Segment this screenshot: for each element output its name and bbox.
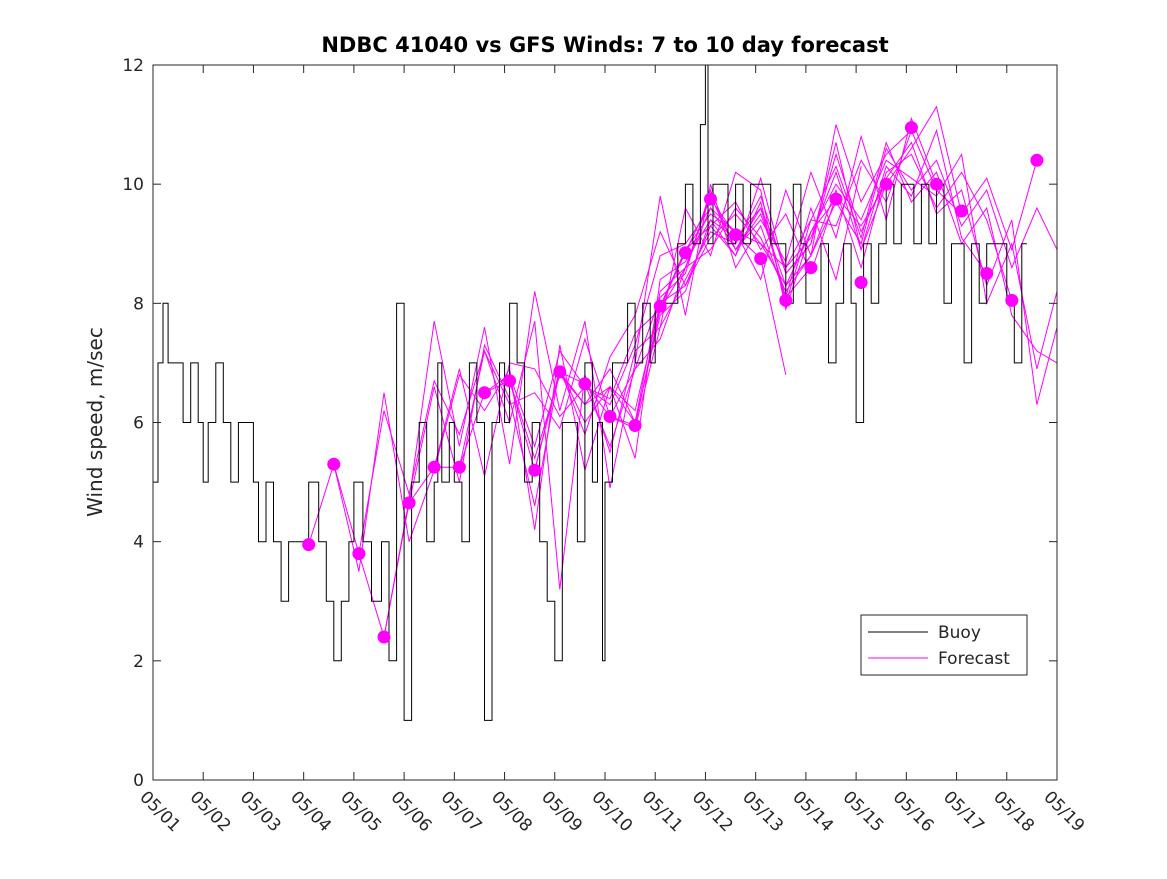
legend-box [860,614,1028,676]
forecast-marker [503,374,517,388]
forecast-series-layer [308,105,1058,638]
y-tick-label: 12 [122,56,144,76]
forecast-marker [352,547,366,561]
forecast-marker [452,460,466,474]
forecast-marker [754,252,768,266]
forecast-marker [729,228,743,242]
y-tick-label: 0 [133,771,144,791]
y-tick-label: 6 [133,414,144,434]
forecast-marker [528,463,542,477]
forecast-marker [653,299,667,313]
y-axis-ticks: 0 2 4 6 8 10 12 [122,56,1057,791]
forecast-marker [779,293,793,307]
legend: Buoy Forecast [860,614,1028,676]
forecast-marker [427,460,441,474]
forecast-marker [678,246,692,260]
forecast-marker [578,377,592,391]
forecast-marker [955,204,969,218]
forecast-marker [402,496,416,510]
y-tick-label: 4 [133,533,144,553]
buoy-series-layer [153,64,1027,721]
legend-buoy-label: Buoy [938,623,981,643]
y-axis-label: Wind speed, m/sec [83,327,107,517]
forecast-marker [377,630,391,644]
forecast-marker [829,192,843,206]
forecast-marker [854,276,868,289]
forecast-run-line-8 [484,105,963,449]
chart-title: NDBC 41040 vs GFS Winds: 7 to 10 day for… [321,33,888,57]
forecast-marker [980,267,994,280]
forecast-marker [327,457,341,471]
forecast-marker [553,365,567,379]
forecast-marker [302,538,316,552]
forecast-marker [1005,293,1019,307]
forecast-marker [879,177,893,191]
forecast-marker [704,192,717,206]
forecast-marker [478,386,491,400]
y-tick-label: 2 [133,652,144,672]
forecast-marker [1030,153,1044,167]
forecast-marker-layer [302,121,1044,644]
forecast-run-line-6 [433,124,912,477]
forecast-marker [603,410,617,423]
y-tick-label: 10 [122,175,144,195]
forecast-marker [930,177,943,191]
forecast-run-line-3 [358,171,837,590]
buoy-series-line [153,64,1027,721]
forecast-marker [804,261,818,275]
forecast-marker [904,121,918,135]
legend-forecast-label: Forecast [938,649,1010,669]
forecast-marker [628,419,642,432]
forecast-run-line-12 [584,147,1058,448]
y-tick-label: 8 [133,294,144,314]
